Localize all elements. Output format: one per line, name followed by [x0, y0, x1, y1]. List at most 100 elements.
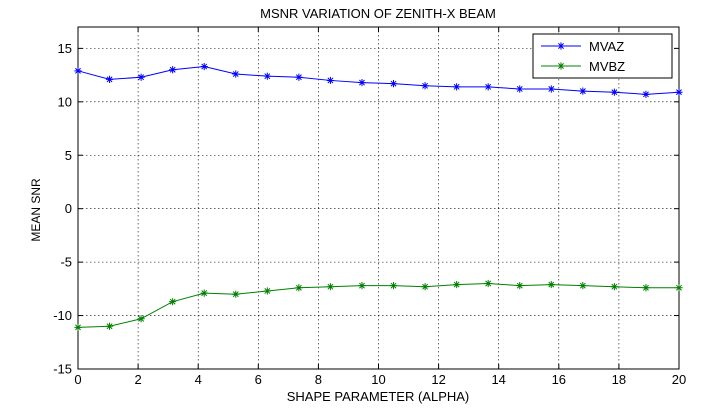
x-tick-label: 20 — [672, 372, 686, 387]
marker-path — [557, 62, 565, 70]
x-tick-label: 14 — [491, 372, 505, 387]
marker-path — [295, 284, 303, 292]
x-tick-label: 16 — [552, 372, 566, 387]
legend-box — [532, 33, 673, 79]
data-point — [232, 290, 240, 298]
marker-path — [358, 78, 366, 87]
data-point — [326, 283, 335, 291]
marker-path — [675, 88, 683, 96]
marker-path — [579, 87, 587, 95]
x-axis-label: SHAPE PARAMETER (ALPHA) — [287, 389, 470, 404]
data-point — [675, 284, 683, 292]
marker-path — [105, 75, 114, 83]
x-tick-label: 8 — [315, 372, 322, 387]
data-point — [295, 73, 303, 81]
marker-path — [610, 88, 618, 96]
marker-path — [453, 280, 461, 289]
marker-path — [516, 85, 524, 93]
y-tick-label: -15 — [53, 362, 72, 377]
marker-path — [421, 283, 429, 291]
data-point — [105, 322, 114, 330]
marker-path — [557, 42, 565, 50]
marker-path — [642, 284, 650, 292]
x-tick-label: 2 — [134, 372, 141, 387]
x-tick-label: 10 — [371, 372, 385, 387]
y-tick-label: 0 — [65, 201, 72, 216]
x-tick-label: 18 — [612, 372, 626, 387]
marker-path — [484, 279, 492, 288]
legend-label: MVBZ — [589, 59, 625, 74]
series-line — [77, 282, 679, 328]
y-axis-label: MEAN SNR — [29, 178, 43, 242]
series-line — [77, 66, 680, 95]
data-point — [137, 315, 145, 323]
marker-path — [169, 66, 177, 74]
data-point — [484, 83, 492, 91]
legend: MVAZ MVBZ — [532, 33, 673, 79]
data-point — [263, 287, 271, 295]
data-point — [263, 72, 271, 80]
marker-path — [200, 62, 208, 71]
data-point — [295, 284, 303, 292]
marker-path — [516, 282, 524, 290]
marker-path — [263, 287, 271, 295]
series-group — [74, 62, 683, 331]
y-tick-label: -10 — [53, 308, 72, 323]
marker-path — [326, 283, 335, 291]
data-point — [200, 62, 208, 71]
data-point — [105, 75, 114, 83]
data-point — [610, 283, 618, 291]
legend-label: MVAZ — [589, 39, 624, 54]
data-point — [453, 280, 461, 289]
data-point — [137, 73, 145, 81]
data-point — [421, 283, 429, 291]
marker-path — [579, 282, 587, 290]
marker-path — [200, 289, 208, 297]
marker-path — [326, 76, 335, 85]
data-point — [675, 88, 683, 96]
data-point — [610, 88, 618, 96]
marker-path — [484, 83, 492, 91]
data-point — [421, 82, 429, 90]
data-point — [579, 87, 587, 95]
data-point — [642, 90, 650, 98]
marker-path — [232, 70, 240, 78]
data-point — [547, 280, 555, 289]
marker-path — [74, 67, 82, 75]
axes: 0 2 4 6 8 10 12 14 16 18 20 -15 -10 -5 0 5 10 15 — [53, 26, 686, 387]
data-point — [642, 284, 650, 292]
series-mvaz — [74, 62, 683, 98]
data-point — [453, 83, 461, 91]
x-tick-label: 6 — [255, 372, 262, 387]
marker-path — [295, 73, 303, 81]
marker-path — [547, 85, 555, 93]
marker-path — [547, 280, 555, 289]
marker-path — [232, 290, 240, 298]
marker-path — [137, 315, 145, 323]
data-point — [232, 70, 240, 78]
legend-entry-mvaz: MVAZ — [541, 39, 624, 54]
legend-marker — [557, 42, 565, 50]
x-tick-label: 12 — [431, 372, 445, 387]
y-tick-label: -5 — [60, 255, 72, 270]
data-point — [358, 78, 366, 87]
marker-path — [169, 298, 177, 306]
marker-path — [453, 83, 461, 91]
chart-title: MSNR VARIATION OF ZENITH-X BEAM — [260, 6, 496, 21]
y-tick-label: 5 — [65, 148, 72, 163]
marker-path — [105, 322, 114, 330]
marker-path — [74, 323, 82, 331]
y-tick-label: 10 — [58, 94, 72, 109]
data-point — [516, 282, 524, 290]
marker-path — [389, 282, 398, 290]
marker-path — [421, 82, 429, 90]
legend-entry-mvbz: MVBZ — [541, 59, 625, 74]
data-point — [579, 282, 587, 290]
data-point — [516, 85, 524, 93]
data-point — [484, 279, 492, 288]
data-point — [326, 76, 335, 85]
data-point — [389, 80, 398, 88]
data-point — [74, 67, 82, 75]
